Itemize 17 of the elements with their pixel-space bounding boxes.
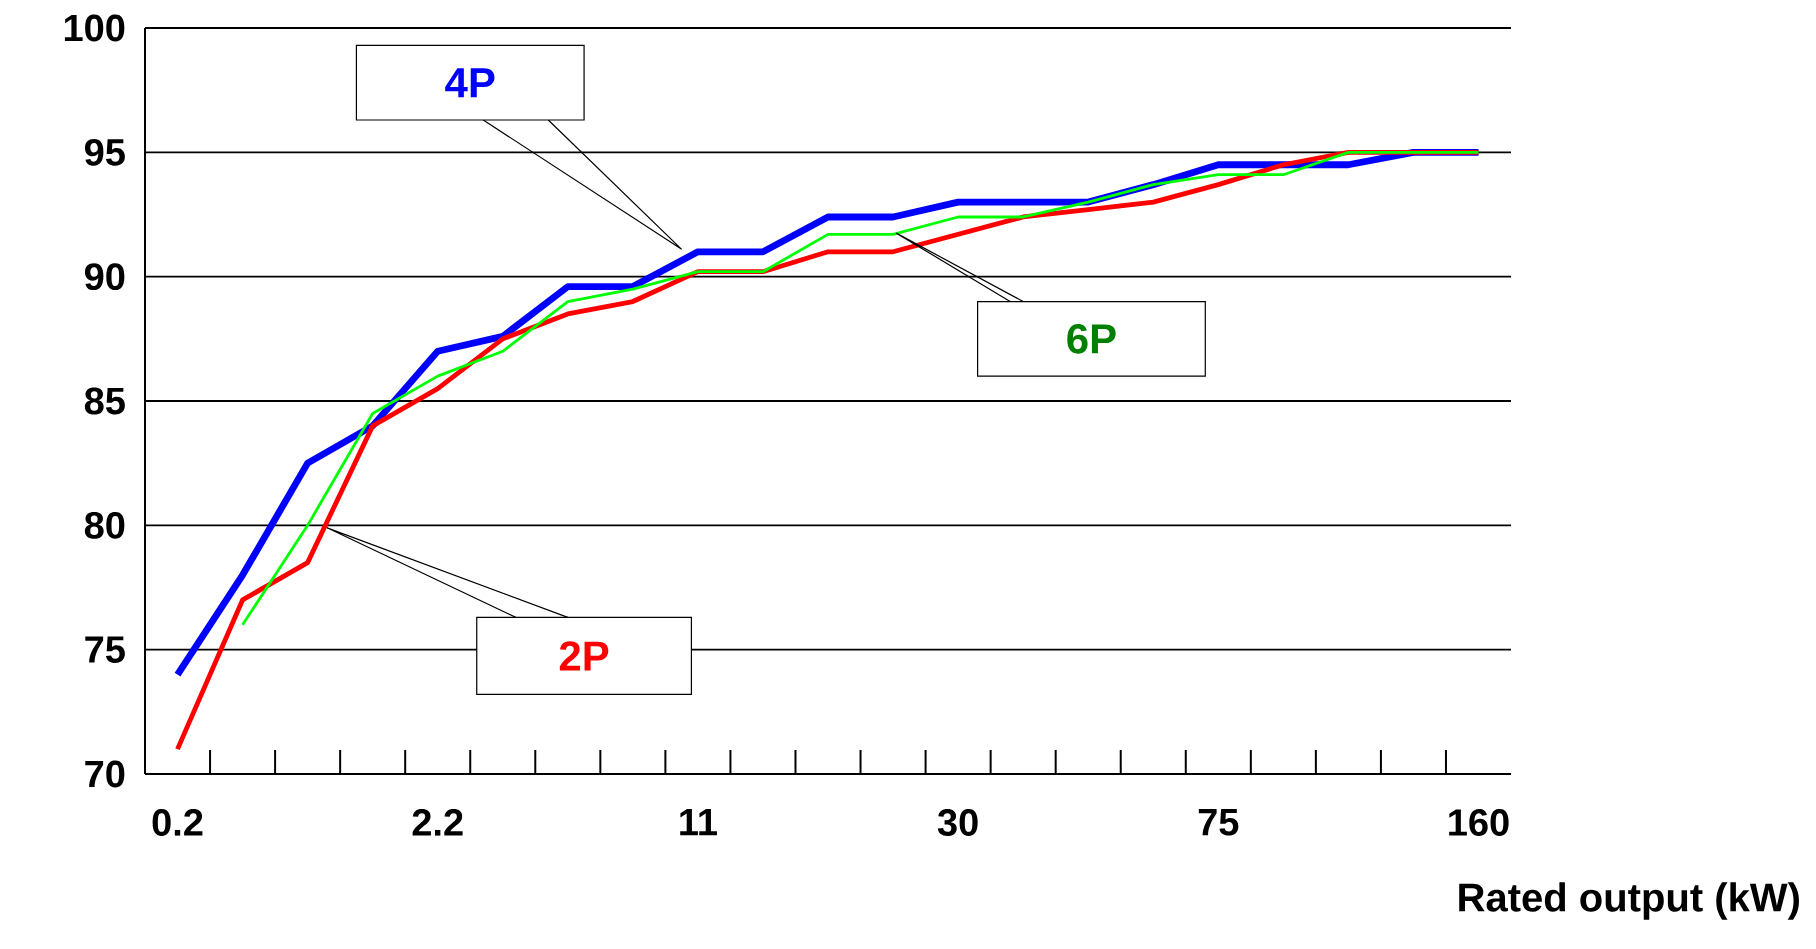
y-tick-label: 80: [84, 511, 125, 539]
y-tick-label: 95: [84, 138, 125, 166]
x-axis-title: Rated output (kW): [1459, 882, 1799, 920]
x-tick-label: 11: [680, 809, 717, 836]
x-tick-label: 0.2: [152, 809, 203, 836]
x-tick-label: 30: [937, 809, 978, 837]
y-tick-label: 90: [84, 263, 125, 291]
y-tick-label: 100: [64, 14, 125, 42]
text: 4P: [445, 68, 495, 98]
x-tick-label: 2.2: [412, 809, 463, 836]
y-tick-label: 85: [84, 387, 125, 415]
x-tick-label: 160: [1449, 809, 1509, 836]
text: 2P: [559, 641, 609, 671]
text: 6P: [1067, 323, 1116, 354]
y-tick-label: 70: [85, 760, 125, 788]
y-tick-label: 75: [85, 636, 125, 663]
x-tick-label: 75: [1198, 809, 1239, 836]
